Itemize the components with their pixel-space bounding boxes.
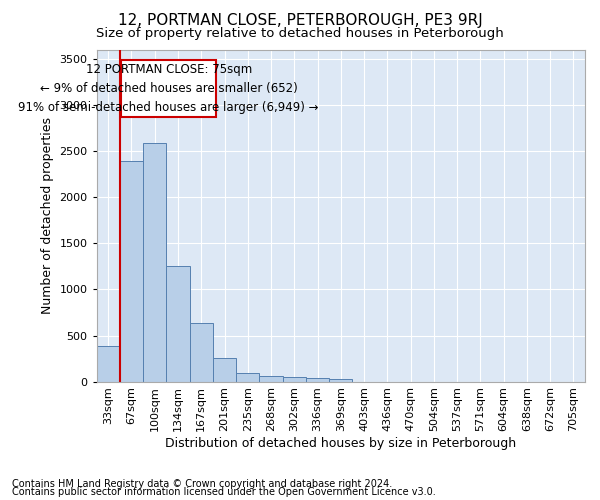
Bar [213,358,236,382]
Text: Contains public sector information licensed under the Open Government Licence v3: Contains public sector information licen… [12,487,436,497]
Bar [190,322,213,382]
Bar [121,60,217,117]
Bar [97,346,120,382]
X-axis label: Distribution of detached houses by size in Peterborough: Distribution of detached houses by size … [165,437,517,450]
Text: Size of property relative to detached houses in Peterborough: Size of property relative to detached ho… [96,28,504,40]
Bar [236,373,259,382]
Y-axis label: Number of detached properties: Number of detached properties [41,118,54,314]
Bar [166,266,190,382]
Text: 12, PORTMAN CLOSE, PETERBOROUGH, PE3 9RJ: 12, PORTMAN CLOSE, PETERBOROUGH, PE3 9RJ [118,12,482,28]
Bar [120,160,143,382]
Bar [329,379,352,382]
Text: Contains HM Land Registry data © Crown copyright and database right 2024.: Contains HM Land Registry data © Crown c… [12,479,392,489]
Bar [259,376,283,382]
Text: 12 PORTMAN CLOSE: 75sqm
← 9% of detached houses are smaller (652)
91% of semi-de: 12 PORTMAN CLOSE: 75sqm ← 9% of detached… [19,63,319,114]
Bar [306,378,329,382]
Bar [143,143,166,382]
Bar [283,376,306,382]
